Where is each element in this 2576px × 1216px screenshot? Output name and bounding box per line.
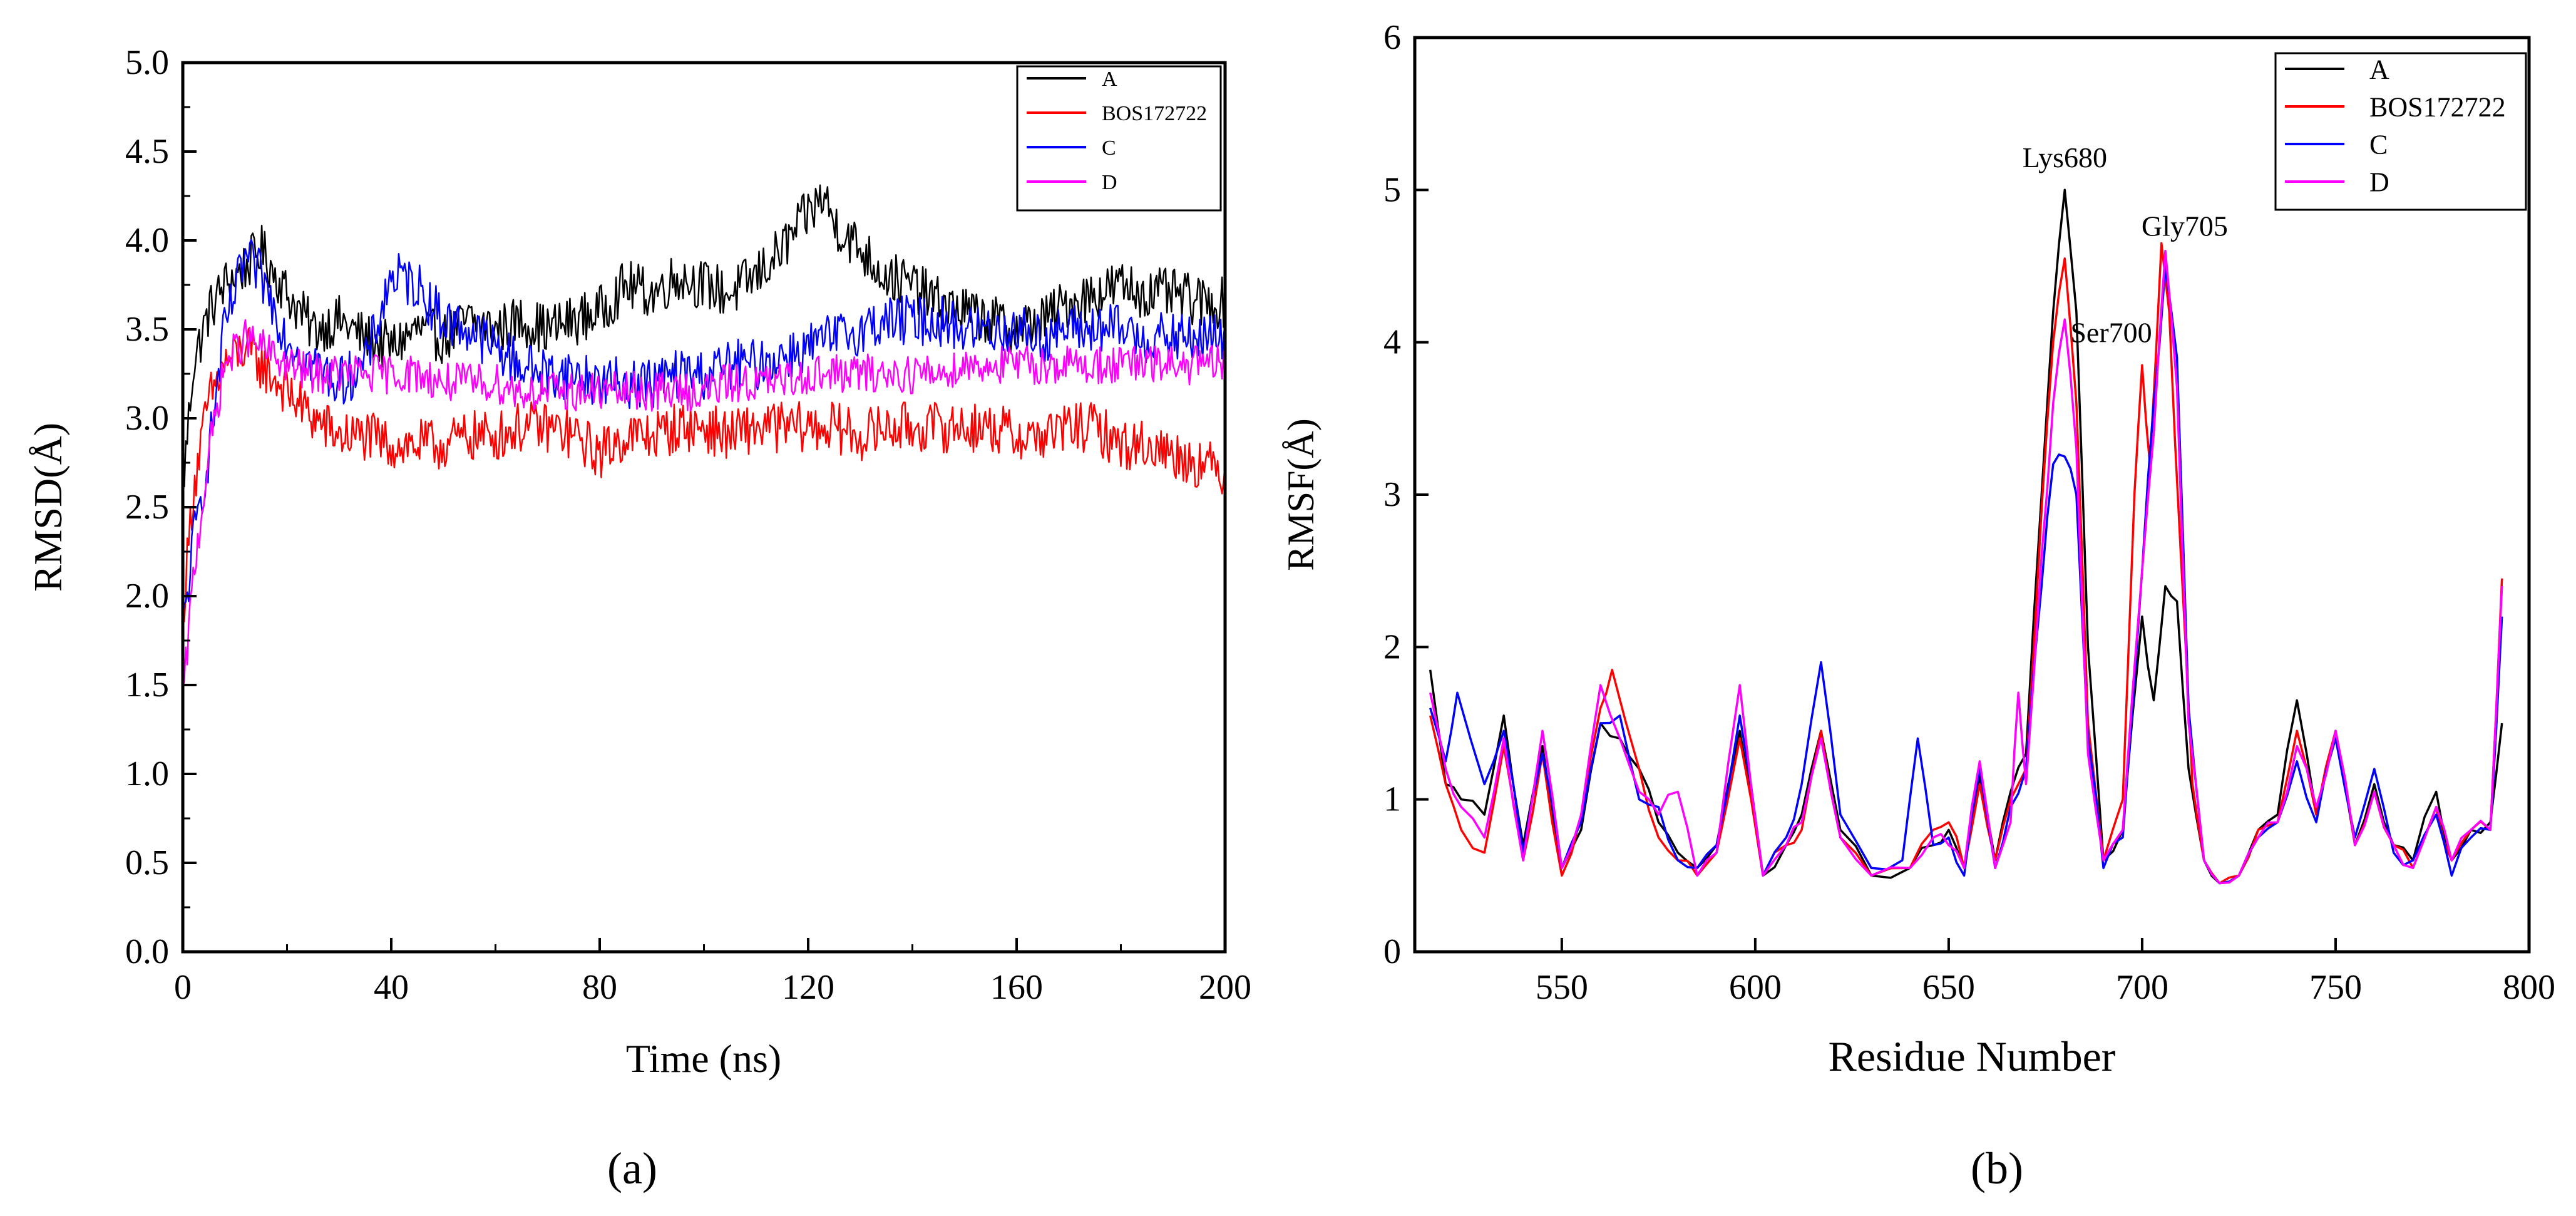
rmsf-legend-box <box>2274 52 2527 211</box>
rmsd-panel-label: (a) <box>607 1143 657 1193</box>
rmsd-series-a <box>182 184 1226 488</box>
rmsf-annotations: Lys680 Ser700 Gly705 <box>2023 142 2228 349</box>
rmsd-y-tick-label: 1.5 <box>125 666 169 704</box>
rmsf-x-tick-label: 550 <box>1536 968 1588 1007</box>
rmsd-y-tick-label: 2.5 <box>125 488 169 527</box>
rmsf-ticks: 550 600 650 700 750 800 0 1 2 3 4 5 6 <box>1383 18 2555 1007</box>
rmsf-series-bos172722 <box>1429 242 2503 885</box>
rmsd-y-tick-label: 2.0 <box>125 577 169 616</box>
rmsf-series-a <box>1429 188 2503 885</box>
rmsf-y-tick-label: 0 <box>1383 932 1401 971</box>
rmsf-y-tick-label: 6 <box>1383 18 1401 57</box>
rmsd-y-tick-label: 4.0 <box>125 221 169 260</box>
rmsd-series-bos172722 <box>182 327 1226 622</box>
rmsd-legend-box <box>1016 65 1222 212</box>
rmsd-y-tick-label: 1.0 <box>125 755 169 793</box>
rmsd-legend: A BOS172722 CD <box>1016 65 1222 212</box>
rmsd-y-tick-label: 4.5 <box>125 132 169 171</box>
rmsf-legend-label-a: A <box>2369 54 2389 85</box>
rmsd-y-tick-label: 0.0 <box>125 932 169 971</box>
rmsf-y-tick-label: 3 <box>1383 475 1401 514</box>
rmsf-legend-label-d: D <box>2369 167 2389 197</box>
rmsd-chart: 0 40 80 120 160 200 0.0 0.5 1.0 1.5 2.0 2.5 3.0 3.5 4.… <box>26 43 1251 1193</box>
rmsf-x-tick-label: 750 <box>2309 968 2362 1007</box>
rmsf-y-tick-label: 5 <box>1383 170 1401 209</box>
rmsd-y-tick-label: 5.0 <box>125 43 169 82</box>
rmsf-x-axis-label: Residue Number <box>1829 1033 2116 1080</box>
rmsf-x-tick-label: 800 <box>2503 968 2555 1007</box>
rmsf-y-axis-label: RMSF(Å) <box>1280 418 1321 570</box>
rmsf-legend: A BOS172722 CD <box>2274 52 2527 211</box>
rmsd-y-tick-label: 3.5 <box>125 310 169 349</box>
rmsd-series-group <box>182 184 1226 690</box>
rmsf-annotation-gly705: Gly705 <box>2142 210 2228 242</box>
rmsf-annotation-lys680: Lys680 <box>2023 142 2107 173</box>
rmsd-ticks: 0 40 80 120 160 200 0.0 0.5 1.0 1.5 2.0 2.5 3.0 3.5 4.… <box>125 43 1251 1007</box>
rmsf-legend-label-c: C <box>2369 129 2388 160</box>
rmsf-y-tick-label: 1 <box>1383 780 1401 819</box>
rmsf-x-tick-label: 650 <box>1922 968 1975 1007</box>
rmsf-legend-label-bos172722: BOS172722 <box>2369 91 2506 122</box>
rmsd-y-axis-label: RMSD(Å) <box>26 423 70 592</box>
rmsd-legend-label-a: A <box>1102 68 1117 91</box>
rmsf-panel-label: (b) <box>1971 1143 2023 1193</box>
rmsd-x-tick-label: 160 <box>990 968 1043 1007</box>
rmsf-y-tick-label: 2 <box>1383 627 1401 666</box>
rmsf-chart: 550 600 650 700 750 800 0 1 2 3 4 5 6 Lys680 Ser700 Gl… <box>1280 18 2555 1193</box>
rmsf-series-d <box>1429 249 2503 885</box>
rmsd-series-d <box>182 319 1226 690</box>
rmsd-x-axis-label: Time (ns) <box>626 1036 781 1081</box>
rmsd-legend-label-bos172722: BOS172722 <box>1102 102 1207 125</box>
rmsf-y-tick-label: 4 <box>1383 323 1401 362</box>
rmsf-x-tick-label: 700 <box>2116 968 2168 1007</box>
rmsf-series-group <box>1429 188 2503 885</box>
rmsd-series-c <box>182 239 1226 617</box>
rmsf-x-tick-label: 600 <box>1729 968 1782 1007</box>
rmsd-x-tick-label: 80 <box>582 968 617 1007</box>
rmsd-x-tick-label: 0 <box>174 968 192 1007</box>
rmsd-x-tick-label: 200 <box>1199 968 1251 1007</box>
rmsf-series-c <box>1429 265 2503 885</box>
rmsd-x-tick-label: 120 <box>782 968 834 1007</box>
rmsd-x-tick-label: 40 <box>374 968 409 1007</box>
rmsd-legend-label-c: C <box>1102 137 1116 160</box>
rmsd-y-tick-label: 0.5 <box>125 843 169 882</box>
rmsd-legend-label-d: D <box>1102 171 1117 194</box>
rmsd-y-tick-label: 3.0 <box>125 399 169 438</box>
rmsf-annotation-ser700: Ser700 <box>2070 317 2152 349</box>
